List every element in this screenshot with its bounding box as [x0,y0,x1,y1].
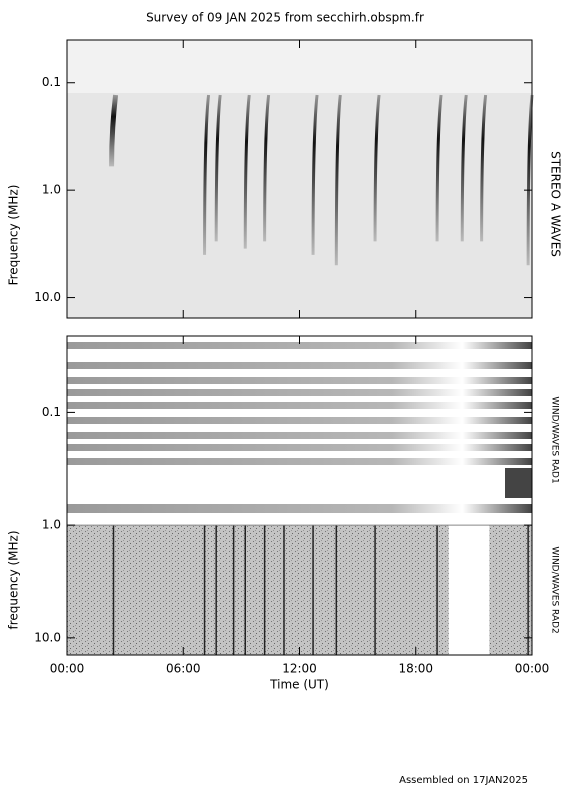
burst [243,94,251,249]
burst [203,94,211,255]
burst [373,94,381,242]
x-tick-label: 00:00 [515,662,550,676]
footer: Assembled on 17JAN2025 [399,775,528,786]
burst [435,94,443,242]
x-tick-label: 06:00 [166,662,201,676]
rad1-band [67,377,532,384]
rad1-band [67,417,532,424]
y-label: frequency (MHz) [7,530,21,629]
rad1-band [67,444,532,451]
y-tick-label: 1.0 [42,518,61,532]
burst [526,94,534,266]
data-gap [448,525,490,655]
right-label: STEREO A WAVES [549,151,563,257]
background-top [67,40,532,93]
title: Survey of 09 JAN 2025 from secchirh.obsp… [146,11,424,25]
rad1-band [67,389,532,396]
y-tick-label: 0.1 [42,405,61,419]
y-tick-label: 10.0 [34,290,61,304]
rad1-band [67,402,532,409]
y-label: Frequency (MHz) [7,185,21,286]
rad1-band [67,458,532,465]
right-label: WIND/WAVES RAD1 [550,396,560,483]
rad1-band [67,362,532,369]
burst [480,94,488,242]
burst [334,94,342,266]
y-tick-label: 10.0 [34,630,61,644]
right-label: WIND/WAVES RAD2 [550,546,560,633]
burst [109,94,119,167]
burst [263,94,271,242]
y-tick-label: 1.0 [42,183,61,197]
burst [311,94,319,255]
rad1-band [67,342,532,349]
burst [214,94,222,242]
burst [460,94,468,242]
rad1-block [505,468,532,498]
rad1-band [67,432,532,439]
x-tick-label: 18:00 [398,662,433,676]
x-tick-label: 12:00 [282,662,317,676]
x-label: Time (UT) [269,678,329,692]
x-tick-label: 00:00 [50,662,85,676]
rad1-band [67,504,532,513]
y-tick-label: 0.1 [42,75,61,89]
